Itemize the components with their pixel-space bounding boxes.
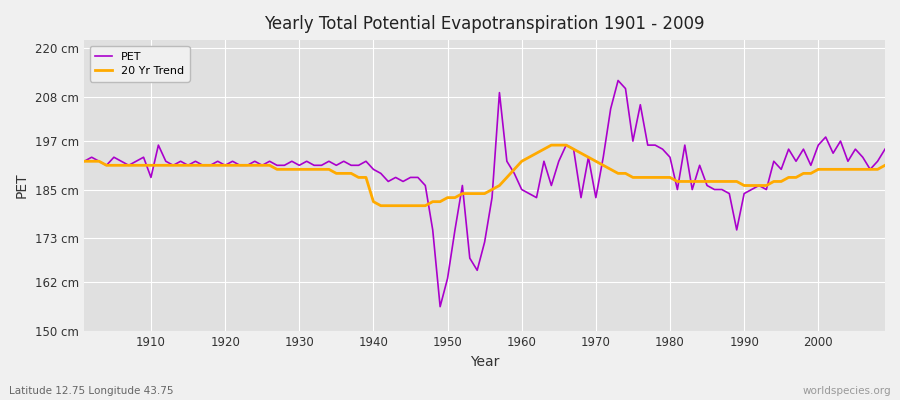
20 Yr Trend	[79, 159, 90, 164]
20 Yr Trend	[517, 159, 527, 164]
PET	[879, 147, 890, 152]
20 Yr Trend	[620, 171, 631, 176]
Text: Latitude 12.75 Longitude 43.75: Latitude 12.75 Longitude 43.75	[9, 386, 174, 396]
20 Yr Trend	[302, 167, 312, 172]
Text: worldspecies.org: worldspecies.org	[803, 386, 891, 396]
Title: Yearly Total Potential Evapotranspiration 1901 - 2009: Yearly Total Potential Evapotranspiratio…	[265, 15, 705, 33]
Line: PET: PET	[85, 80, 885, 307]
PET	[139, 155, 149, 160]
PET	[620, 86, 631, 91]
PET	[435, 304, 446, 309]
PET	[346, 163, 356, 168]
20 Yr Trend	[346, 171, 356, 176]
Line: 20 Yr Trend: 20 Yr Trend	[85, 145, 885, 206]
PET	[302, 159, 312, 164]
PET	[79, 159, 90, 164]
X-axis label: Year: Year	[470, 355, 500, 369]
Legend: PET, 20 Yr Trend: PET, 20 Yr Trend	[90, 46, 190, 82]
PET	[517, 187, 527, 192]
20 Yr Trend	[879, 163, 890, 168]
PET	[524, 191, 535, 196]
20 Yr Trend	[546, 143, 557, 148]
Y-axis label: PET: PET	[15, 173, 29, 198]
PET	[613, 78, 624, 83]
20 Yr Trend	[375, 203, 386, 208]
20 Yr Trend	[524, 155, 535, 160]
20 Yr Trend	[139, 163, 149, 168]
